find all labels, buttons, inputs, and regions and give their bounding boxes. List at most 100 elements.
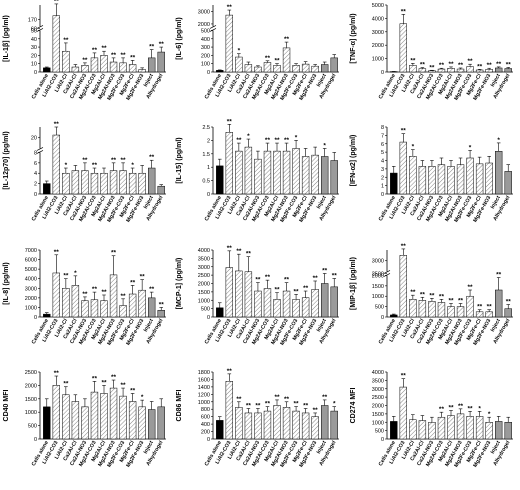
significance-label: ** bbox=[439, 406, 445, 413]
y-tick-label: 0 bbox=[381, 315, 384, 321]
y-axis-label: CD40 MFI bbox=[3, 390, 10, 422]
bar bbox=[157, 406, 165, 440]
significance-label: ** bbox=[496, 272, 502, 279]
significance-label: ** bbox=[284, 36, 290, 43]
y-tick-label: 4000 bbox=[372, 16, 384, 22]
significance-label: ** bbox=[92, 375, 98, 382]
significance-label: ** bbox=[236, 248, 242, 255]
y-tick-label: 1500 bbox=[198, 290, 210, 296]
y-tick-label: 0 bbox=[34, 315, 37, 321]
bar bbox=[263, 62, 272, 73]
y-tick-label: 1000 bbox=[372, 294, 384, 300]
bar bbox=[43, 406, 51, 440]
significance-label: ** bbox=[92, 286, 98, 293]
significance-label: ** bbox=[130, 279, 136, 286]
y-tick-label: 0 bbox=[381, 192, 384, 198]
bar bbox=[447, 415, 455, 440]
bar bbox=[216, 165, 224, 195]
y-tick-label: 3000 bbox=[198, 9, 210, 15]
bar bbox=[409, 65, 417, 73]
bar bbox=[330, 57, 338, 73]
significance-label: ** bbox=[420, 291, 426, 298]
significance-label: ** bbox=[468, 405, 474, 412]
y-tick-label: 0 bbox=[207, 70, 210, 76]
significance-label: ** bbox=[439, 293, 445, 300]
y-tick-label: 2500 bbox=[372, 271, 384, 277]
bar bbox=[71, 170, 80, 195]
axis-break-mark bbox=[36, 28, 44, 32]
significance-label: ** bbox=[227, 118, 233, 125]
y-tick-label: 0 bbox=[34, 437, 37, 443]
y-tick-label: 400 bbox=[201, 422, 210, 428]
bar bbox=[90, 57, 99, 73]
y-tick-label: 3000 bbox=[372, 387, 384, 393]
significance-label: ** bbox=[401, 373, 407, 380]
bar bbox=[148, 57, 156, 73]
y-tick-label: 2 bbox=[207, 138, 210, 144]
significance-label: ** bbox=[332, 272, 338, 279]
bar bbox=[428, 422, 436, 440]
y-tick-label: 1200 bbox=[198, 392, 210, 398]
bar bbox=[263, 288, 272, 318]
chart-panel: 0 500 1000 1500 2000 2500 3000 3500 4000 [MCP-1] … bbox=[176, 245, 339, 346]
significance-label: ** bbox=[458, 297, 464, 304]
bar bbox=[504, 68, 512, 73]
bar bbox=[157, 310, 165, 318]
y-axis-label: [IL-6] (pg/ml) bbox=[176, 17, 183, 59]
bar bbox=[52, 134, 60, 195]
bar bbox=[437, 302, 446, 318]
significance-label: ** bbox=[322, 267, 328, 274]
bar bbox=[225, 267, 233, 318]
bar bbox=[456, 306, 465, 318]
bar bbox=[437, 416, 446, 440]
significance-label: * bbox=[488, 411, 491, 418]
y-tick-label: 2000 bbox=[372, 43, 384, 49]
bar bbox=[62, 50, 70, 73]
y-tick-label: 1500 bbox=[25, 397, 37, 403]
significance-label: ** bbox=[227, 245, 233, 252]
significance-label: * bbox=[412, 144, 415, 151]
bar bbox=[138, 69, 146, 73]
bar bbox=[504, 171, 512, 195]
axis-break-mark bbox=[383, 273, 391, 277]
bar bbox=[62, 172, 70, 195]
bar bbox=[43, 67, 51, 73]
bar bbox=[399, 23, 407, 73]
y-axis-label: [IL-8] (pg/ml) bbox=[3, 262, 10, 304]
significance-label: ** bbox=[63, 273, 69, 280]
bar bbox=[418, 420, 427, 440]
y-axis-label: [MIP-1β] (pg/ml) bbox=[350, 257, 357, 310]
bar bbox=[216, 70, 224, 73]
significance-label: ** bbox=[274, 137, 280, 144]
y-tick-label: 2000 bbox=[25, 383, 37, 389]
bar bbox=[216, 307, 224, 318]
significance-label: ** bbox=[496, 61, 502, 68]
y-tick-label: 60 bbox=[31, 26, 37, 32]
axis-break-mark bbox=[36, 147, 44, 151]
bar bbox=[409, 299, 417, 318]
bar bbox=[447, 306, 455, 318]
bar bbox=[254, 412, 262, 440]
bar bbox=[301, 412, 310, 440]
bar bbox=[52, 272, 60, 318]
axis-break-mark bbox=[209, 28, 217, 32]
bar bbox=[292, 299, 300, 318]
bar bbox=[90, 299, 99, 318]
y-tick-label: 3500 bbox=[198, 256, 210, 262]
significance-label: ** bbox=[265, 137, 271, 144]
bar bbox=[109, 387, 118, 440]
bar bbox=[254, 290, 262, 318]
bar bbox=[157, 51, 165, 73]
significance-label: ** bbox=[303, 285, 309, 292]
significance-label: ** bbox=[121, 157, 127, 164]
significance-label: ** bbox=[121, 382, 127, 389]
bar bbox=[244, 146, 253, 195]
significance-label: ** bbox=[111, 157, 117, 164]
bar bbox=[100, 300, 108, 318]
bar bbox=[399, 386, 407, 440]
y-tick-label: 2500 bbox=[198, 273, 210, 279]
